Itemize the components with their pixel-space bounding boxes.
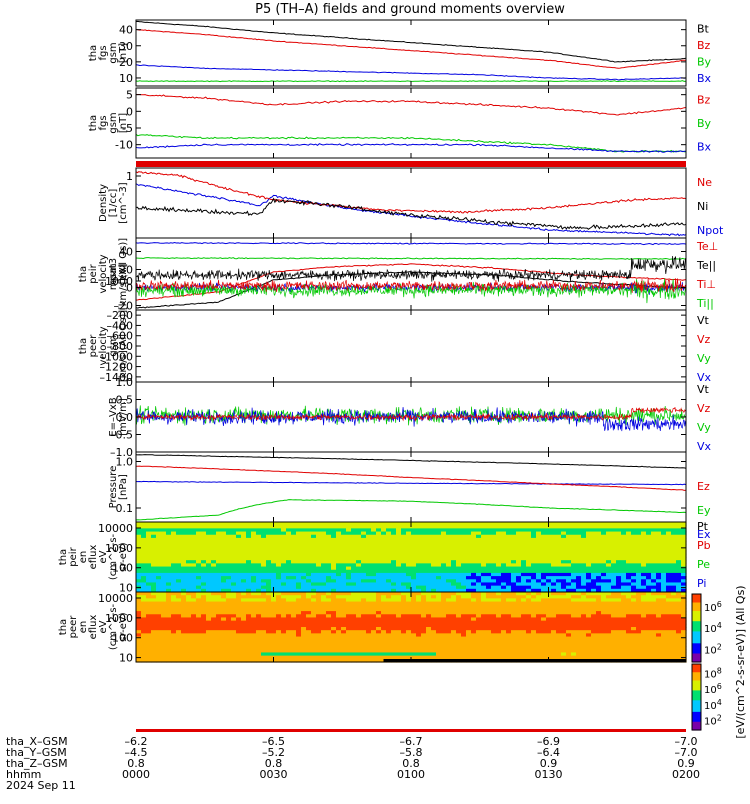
panel2-series-Bz	[136, 95, 686, 116]
figure-title: P5 (TH–A) fields and ground moments over…	[255, 2, 565, 17]
panel2-series-By	[136, 134, 686, 152]
panel8-series-Pi	[136, 481, 686, 484]
panel3-series-Ni	[136, 199, 686, 230]
panel8-series-Pb	[136, 466, 686, 490]
panel2-series-Bx	[136, 144, 686, 153]
panel1-series-Bt	[136, 21, 686, 62]
panel3-series-Ne	[136, 172, 686, 213]
mode-bar	[136, 161, 686, 167]
panel10-bottom-stripe	[136, 729, 686, 732]
panel7-series-Ez	[136, 407, 686, 421]
panel1-frame	[136, 20, 686, 86]
panel5-series-Vt	[136, 256, 686, 282]
panel4-series-Ti-par	[136, 258, 686, 260]
panel8-series-Pe	[136, 500, 686, 520]
panel1-series-Bz	[136, 29, 686, 68]
panel2-frame	[136, 88, 686, 158]
plot-backgrounds	[136, 522, 701, 731]
